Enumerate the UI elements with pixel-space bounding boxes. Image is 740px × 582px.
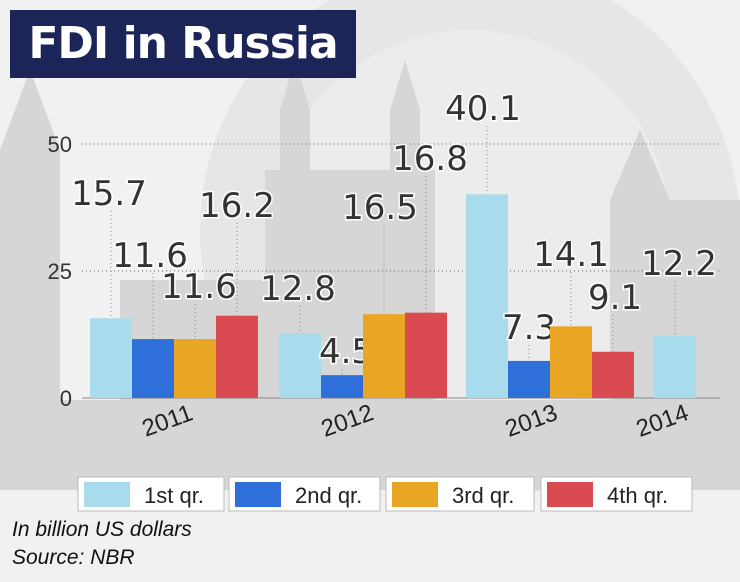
data-label: 16.2 bbox=[199, 186, 275, 226]
bar-2013-q1 bbox=[466, 194, 508, 398]
legend-label-1: 1st qr. bbox=[144, 483, 204, 508]
data-label: 12.8 bbox=[260, 269, 336, 309]
data-label: 14.1 bbox=[533, 235, 609, 275]
bar-2013-q2 bbox=[508, 360, 550, 398]
bar-2012-q1 bbox=[279, 332, 321, 398]
bar-2012-q3 bbox=[363, 314, 405, 398]
x-tick-label: 2013 bbox=[502, 399, 561, 443]
bar-2011-q3 bbox=[174, 339, 216, 398]
y-tick-label: 25 bbox=[48, 259, 72, 284]
data-label: 9.1 bbox=[588, 278, 642, 318]
data-label: 7.3 bbox=[502, 308, 556, 348]
legend-label-2: 2nd qr. bbox=[295, 483, 362, 508]
bar-2011-q4 bbox=[216, 315, 258, 398]
units-note: In billion US dollars bbox=[12, 518, 192, 541]
data-label: 15.7 bbox=[71, 174, 147, 214]
source-note: Source: NBR bbox=[12, 546, 135, 569]
x-tick-label: 2011 bbox=[139, 399, 197, 442]
data-label: 12.2 bbox=[641, 244, 717, 284]
bar-2011-q1 bbox=[90, 318, 132, 398]
data-label: 11.6 bbox=[112, 236, 188, 276]
data-label: 40.1 bbox=[445, 89, 521, 129]
bar-2012-q4 bbox=[405, 312, 447, 398]
legend-swatch-4 bbox=[547, 482, 593, 507]
bar-2014-q1 bbox=[654, 336, 696, 398]
bar-2013-q3 bbox=[550, 326, 592, 398]
legend-label-4: 4th qr. bbox=[607, 483, 668, 508]
bar-2013-q4 bbox=[592, 351, 634, 398]
title-banner bbox=[10, 10, 356, 78]
legend-swatch-1 bbox=[84, 482, 130, 507]
bar-2011-q2 bbox=[132, 339, 174, 398]
data-label: 16.8 bbox=[392, 139, 468, 179]
legend-label-3: 3rd qr. bbox=[452, 483, 514, 508]
bar-2012-q2 bbox=[321, 375, 363, 398]
legend-swatch-2 bbox=[235, 482, 281, 507]
x-tick-label: 2014 bbox=[633, 399, 692, 443]
data-label: 11.6 bbox=[161, 267, 237, 307]
x-tick-label: 2012 bbox=[318, 399, 377, 443]
chart-title: FDI in Russia bbox=[28, 18, 338, 69]
y-tick-label: 50 bbox=[48, 132, 72, 157]
legend-swatch-3 bbox=[392, 482, 438, 507]
data-label: 16.5 bbox=[342, 188, 418, 228]
y-tick-label: 0 bbox=[60, 386, 72, 411]
